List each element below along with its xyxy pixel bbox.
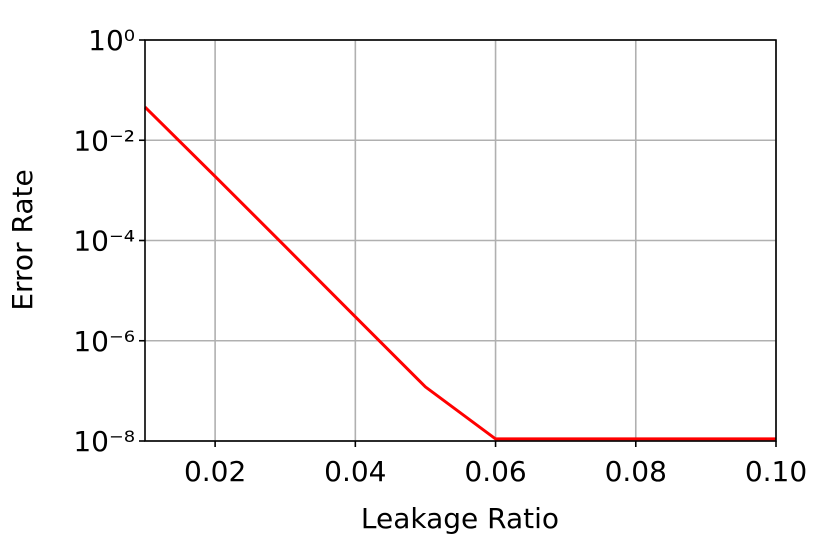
x-tick-label: 0.02 [184,455,246,488]
plot-frame [144,39,777,442]
x-tick-label: 0.06 [464,455,526,488]
y-axis-label: Error Rate [6,169,39,310]
x-tick-label: 0.10 [745,455,807,488]
y-tick-label: 10⁰ [88,24,135,57]
y-tick-label: 10⁻² [73,124,135,157]
x-tick-label: 0.08 [605,455,667,488]
y-tick-label: 10⁻⁶ [73,325,135,358]
x-axis-label: Leakage Ratio [361,502,559,535]
y-tick-label: 10⁻⁴ [73,225,135,258]
y-tick-label: 10⁻⁸ [73,425,135,458]
x-tick-label: 0.04 [324,455,386,488]
data-line [143,105,776,441]
